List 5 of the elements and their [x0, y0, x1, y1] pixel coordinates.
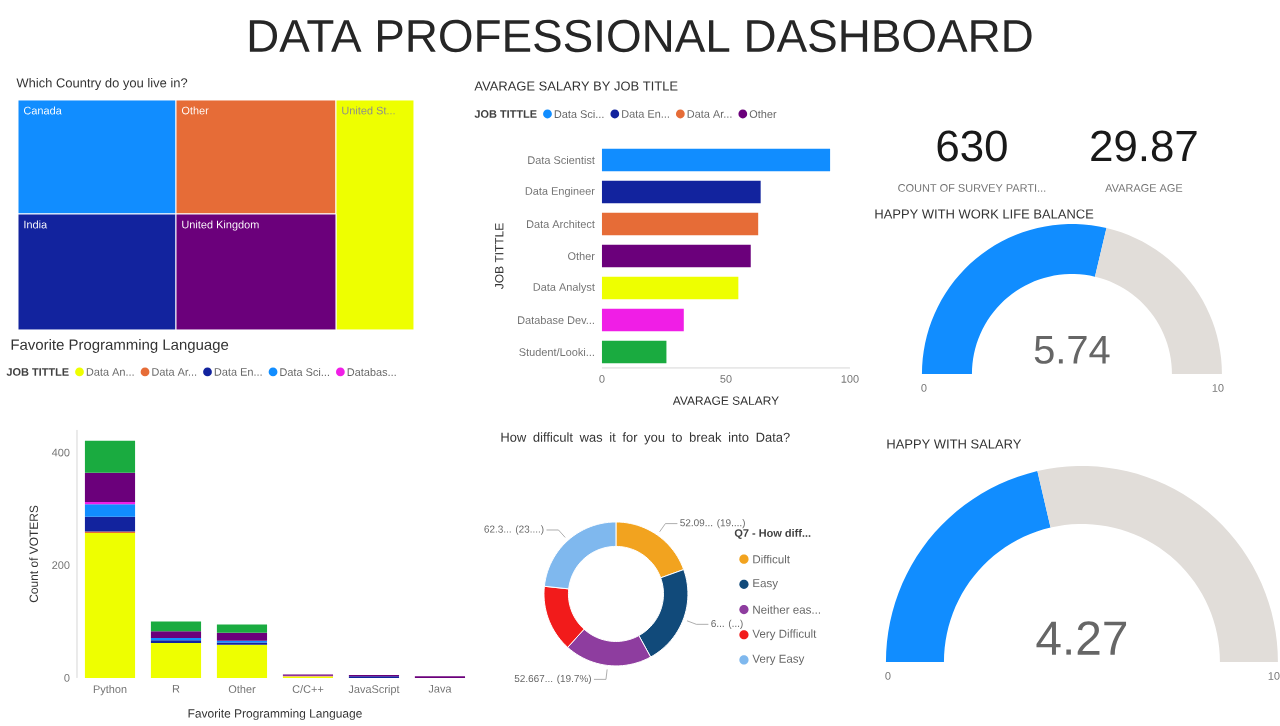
- text: 5.74: [1034, 335, 1110, 364]
- data-label: 630: [937, 130, 1007, 162]
- data-label: 29.87: [1091, 130, 1197, 162]
- text: 4.27: [1036, 620, 1127, 655]
- text: DATA PROFESSIONAL DASHBOARD: [249, 19, 1032, 52]
